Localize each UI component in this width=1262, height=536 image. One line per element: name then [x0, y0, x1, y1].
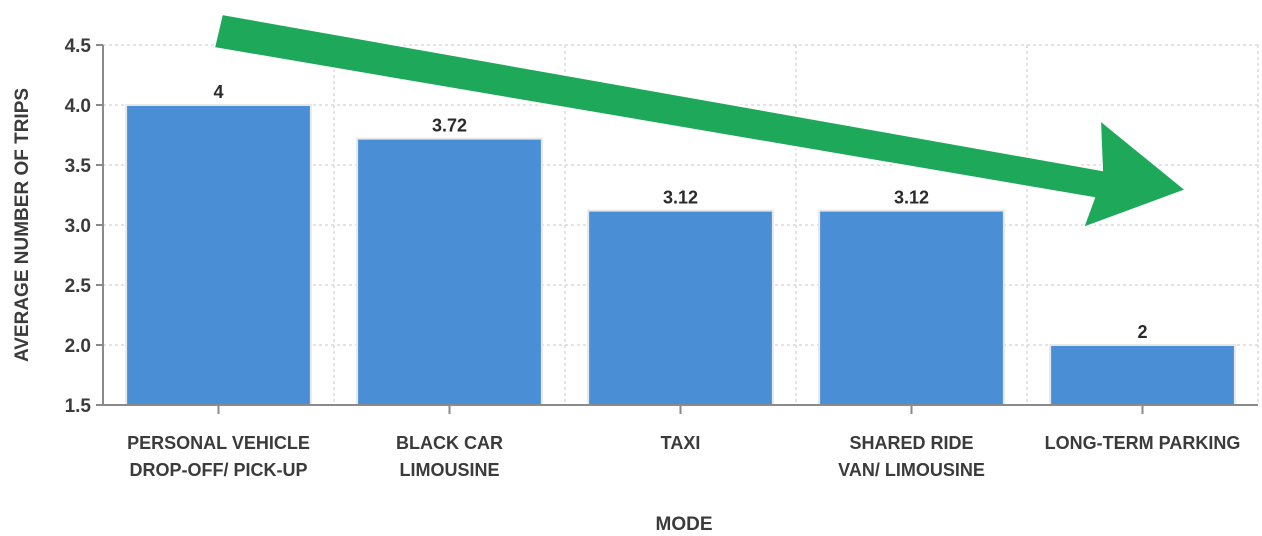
trend-arrow-icon [212, 12, 1188, 230]
y-tick-label: 2.0 [65, 336, 91, 357]
x-tick-label: SHARED RIDE [849, 433, 973, 453]
bar [356, 137, 543, 406]
x-tick-label: BLACK CAR [396, 433, 503, 453]
x-tick-label: LONG-TERM PARKING [1045, 433, 1241, 453]
bar-value-label: 3.72 [432, 116, 467, 136]
x-tick-label: DROP-OFF/ PICK-UP [130, 460, 308, 480]
y-tick-label: 1.5 [65, 396, 92, 417]
y-tick-label: 4.0 [65, 96, 91, 117]
bar [1049, 344, 1236, 406]
y-tick-labels: 1.5 2.0 2.5 3.0 3.5 4.0 4.5 [65, 36, 103, 417]
bar-value-label: 3.12 [894, 188, 929, 208]
bar-value-label: 2 [1137, 322, 1147, 342]
bars [125, 104, 1236, 406]
x-tick-label: VAN/ LIMOUSINE [838, 460, 985, 480]
y-tick-label: 2.5 [65, 276, 92, 297]
bar-value-label: 4 [213, 82, 223, 102]
x-tick-label: PERSONAL VEHICLE [127, 433, 310, 453]
y-tick-label: 4.5 [65, 36, 92, 57]
bar-value-label: 3.12 [663, 188, 698, 208]
x-tick-label: LIMOUSINE [399, 460, 499, 480]
x-tick-label: TAXI [661, 433, 701, 453]
bar [125, 104, 312, 406]
x-axis-title: MODE [656, 514, 713, 535]
y-axis-title: AVERAGE NUMBER OF TRIPS [12, 88, 33, 362]
x-category-labels: PERSONAL VEHICLE DROP-OFF/ PICK-UP BLACK C… [127, 433, 1240, 480]
bar-value-labels: 4 3.72 3.12 3.12 2 [213, 82, 1147, 342]
y-tick-label: 3.5 [65, 156, 92, 177]
bar [587, 209, 774, 406]
bar [818, 209, 1005, 406]
y-tick-label: 3.0 [65, 216, 91, 237]
